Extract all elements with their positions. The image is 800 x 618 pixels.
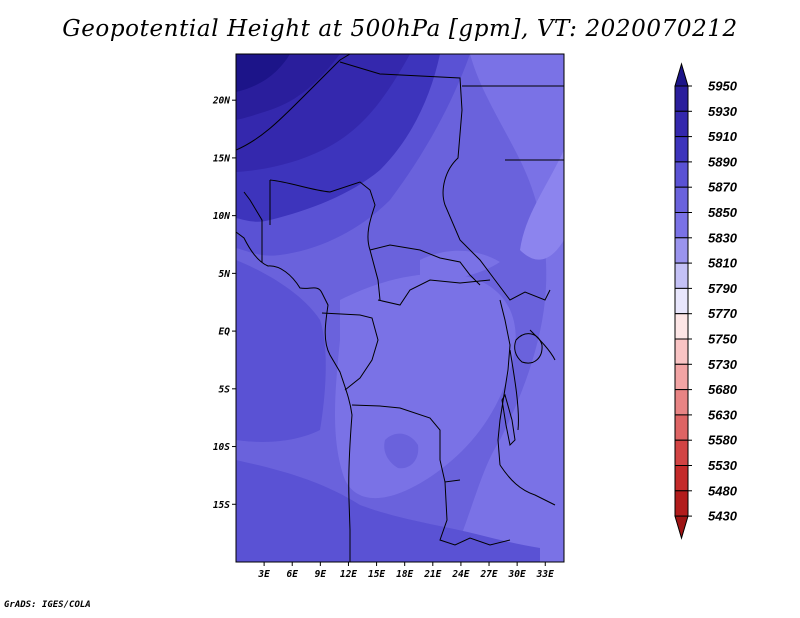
lake-victoria xyxy=(514,333,543,364)
colorbar-label: 5790 xyxy=(708,281,738,296)
lat-tick-label: 10N xyxy=(213,211,230,222)
lon-tick-label: 21E xyxy=(423,569,441,580)
colorbar-segment xyxy=(674,161,689,188)
lon-tick-label: 33E xyxy=(536,569,554,580)
lat-tick-label: 20N xyxy=(212,96,230,107)
lon-tick-label: 18E xyxy=(396,569,413,580)
lake-tanganyika xyxy=(501,393,516,447)
lat-tick-label: 15N xyxy=(213,153,230,164)
colorbar-segment xyxy=(674,262,689,289)
colorbar-label: 5480 xyxy=(708,483,738,498)
colorbar-segment xyxy=(674,389,689,416)
map-frame xyxy=(235,53,565,563)
lon-tick-label: 6E xyxy=(287,569,299,580)
colorbar-segment xyxy=(674,287,689,315)
colorbar-bottom-arrow xyxy=(674,515,689,540)
contour-5850-hotspot xyxy=(384,433,419,469)
lat-tick-label: 10S xyxy=(213,442,230,453)
colorbar-label: 5750 xyxy=(708,332,738,347)
border-congo-gabon xyxy=(321,312,379,391)
lat-tick-label: 5N xyxy=(219,269,231,280)
lon-tick-label: 12E xyxy=(340,569,357,580)
colorbar-segment xyxy=(674,414,689,441)
longitude-axis: 3E 6E 9E 12E 15E 18E 21E 24E 27E 30E 33E xyxy=(257,562,554,580)
colorbar-segment xyxy=(674,85,689,112)
colorbar-label: 5810 xyxy=(708,256,738,271)
contour-5950-north xyxy=(236,54,290,92)
colorbar: 5950 5930 5910 5890 5870 5850 5830 5810 5790 5770… xyxy=(674,62,738,540)
border-car xyxy=(377,279,491,306)
border-small-west xyxy=(243,180,271,262)
political-boundaries xyxy=(236,54,564,562)
colorbar-label: 5770 xyxy=(708,306,738,321)
colorbar-top-arrow xyxy=(674,62,689,87)
colorbar-segment xyxy=(674,363,689,391)
border-drc-angola xyxy=(351,404,461,483)
border-drc-east xyxy=(497,299,511,466)
colorbar-label: 5950 xyxy=(708,79,738,94)
colorbar-label: 5580 xyxy=(708,433,738,448)
contour-5850-east xyxy=(450,54,564,562)
border-sahel xyxy=(236,54,351,151)
lon-tick-label: 27E xyxy=(479,569,497,580)
lon-tick-label: 15E xyxy=(368,569,385,580)
colorbar-segment xyxy=(674,465,689,492)
colorbar-label: 5890 xyxy=(708,154,738,169)
lon-tick-label: 30E xyxy=(508,569,526,580)
border-lakes xyxy=(509,329,556,431)
colorbar-label: 5850 xyxy=(708,205,738,220)
colorbar-label: 5830 xyxy=(708,230,738,245)
colorbar-label: 5930 xyxy=(708,104,738,119)
colorbar-label: 5870 xyxy=(708,180,738,195)
latitude-axis: 20N 15N 10N 5N EQ 5S 10S 15S xyxy=(212,96,236,511)
colorbar-label: 5530 xyxy=(708,458,738,473)
colorbar-segment xyxy=(674,212,689,239)
lon-tick-label: 24E xyxy=(451,569,469,580)
contour-5870-south xyxy=(236,460,540,562)
colorbar-label: 5730 xyxy=(708,357,738,372)
map-title: Geopotential Height at 500hPa [gpm], VT:… xyxy=(62,16,738,42)
lat-tick-label: 15S xyxy=(213,500,230,511)
colorbar-segment xyxy=(674,313,689,340)
colorbar-segment xyxy=(674,136,689,163)
colorbar-label: 5430 xyxy=(708,509,738,524)
contour-5870-west xyxy=(236,260,326,442)
colorbar-label: 5680 xyxy=(708,382,738,397)
lat-tick-label: 5S xyxy=(219,384,231,395)
lon-tick-label: 3E xyxy=(257,569,270,580)
lon-tick-label: 9E xyxy=(315,569,327,580)
border-niger-chad xyxy=(339,61,551,301)
border-sudan xyxy=(462,85,564,161)
contour-5830-east xyxy=(520,150,564,260)
grads-credit: GrADS: IGES/COLA xyxy=(4,600,91,610)
colorbar-segment xyxy=(674,110,689,138)
colorbar-segment xyxy=(674,237,689,264)
height-field xyxy=(236,54,564,562)
colorbar-label: 5630 xyxy=(708,407,738,422)
border-angola-zambia xyxy=(439,481,511,546)
colorbar-label: 5910 xyxy=(708,129,738,144)
contour-5850-central xyxy=(335,273,516,499)
colorbar-segment xyxy=(674,490,689,517)
coastline xyxy=(236,231,353,562)
colorbar-segment xyxy=(674,186,689,213)
colorbar-segment xyxy=(674,338,689,365)
border-zambia xyxy=(499,464,556,506)
lat-tick-label: EQ xyxy=(219,327,231,338)
border-cameroon xyxy=(369,244,481,286)
border-nigeria xyxy=(269,179,381,301)
colorbar-segment xyxy=(674,439,689,467)
